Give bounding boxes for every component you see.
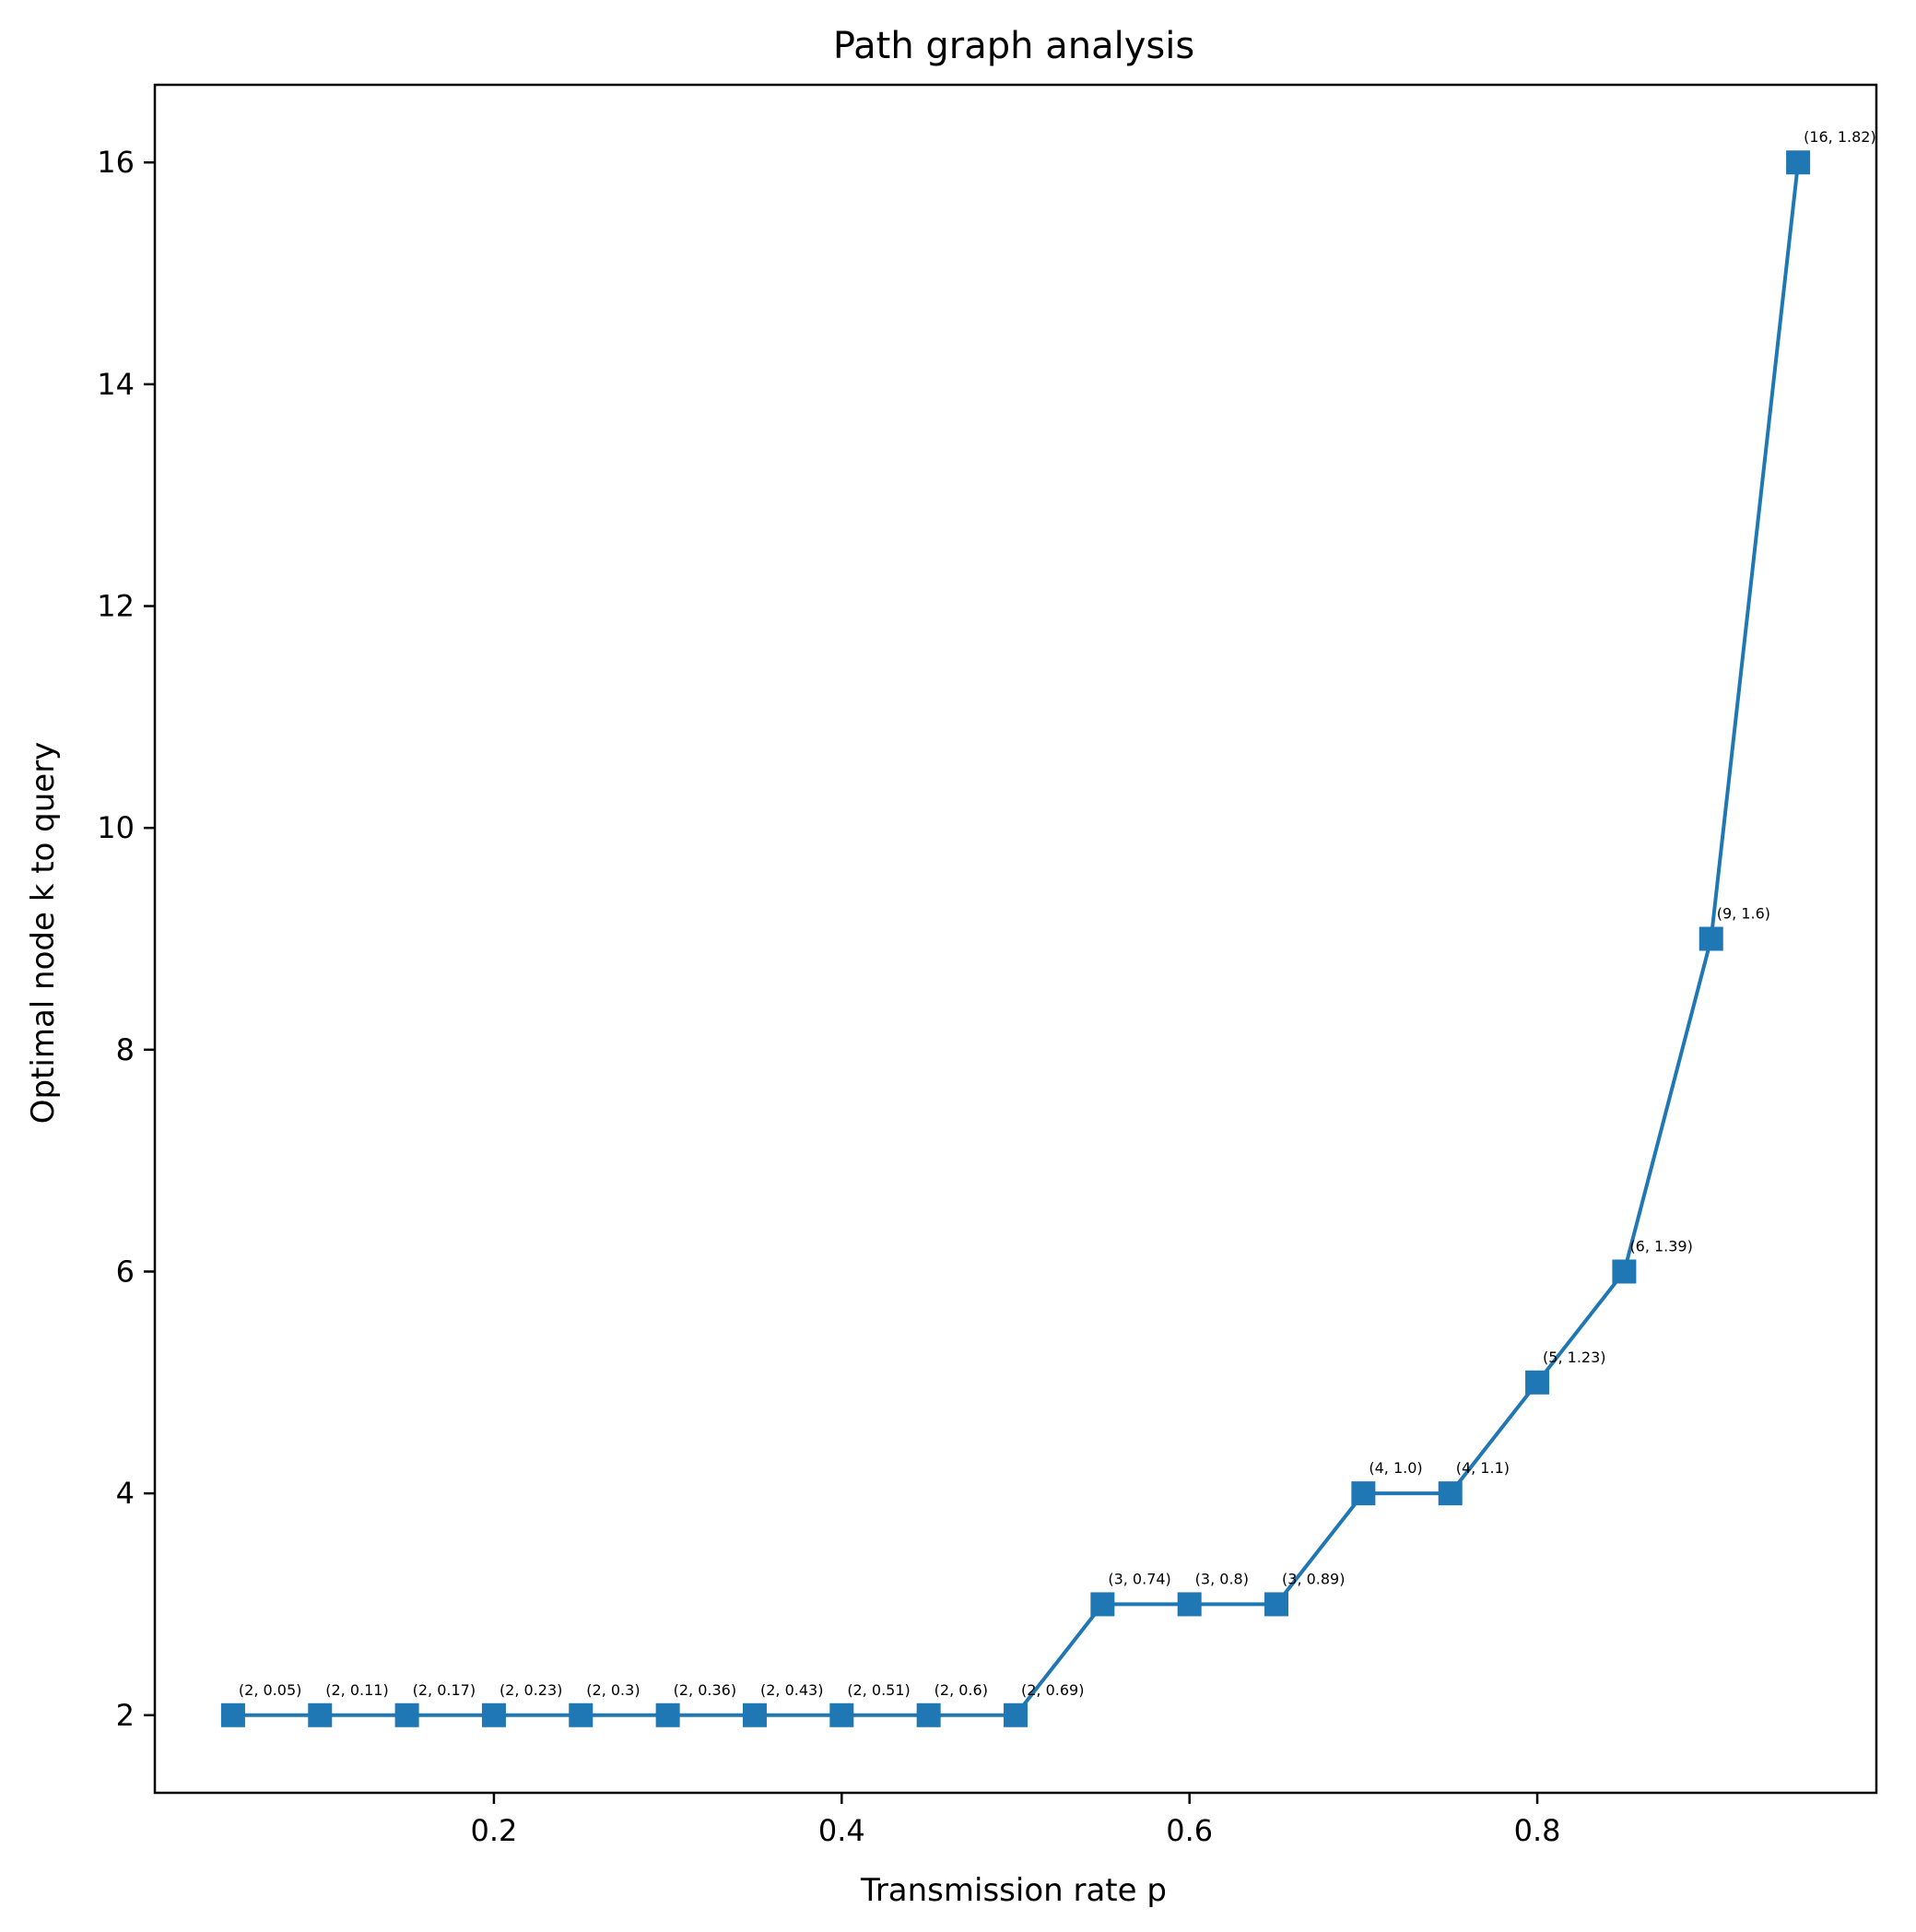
- data-point: [1438, 1481, 1463, 1506]
- plot-area: 0.2 0.4 0.6 0.8 2 4 6 8 10 12 14 16 (2, 0.05) (2, 0.1…: [97, 83, 1878, 1848]
- data-point: [1264, 1592, 1289, 1617]
- series-line: [232, 161, 1801, 1717]
- data-label: (2, 0.43): [760, 1681, 823, 1699]
- data-label: (2, 0.36): [674, 1681, 736, 1699]
- data-label: (5, 1.23): [1543, 1349, 1605, 1366]
- data-point: [655, 1702, 680, 1727]
- y-tick-label: 10: [97, 810, 135, 845]
- data-label: (2, 0.11): [325, 1681, 388, 1699]
- y-tick-label: 2: [116, 1698, 135, 1733]
- data-label: (2, 0.51): [847, 1681, 910, 1699]
- data-point: [1786, 150, 1811, 175]
- data-point: [1004, 1702, 1028, 1727]
- chart-title: Path graph analysis: [833, 25, 1194, 67]
- data-point: [742, 1702, 767, 1727]
- data-label: (9, 1.6): [1717, 905, 1770, 923]
- x-tick-label: 0.8: [1514, 1813, 1561, 1848]
- data-label: (16, 1.82): [1804, 128, 1876, 146]
- data-label: (2, 0.17): [413, 1681, 476, 1699]
- y-tick-label: 12: [97, 589, 135, 624]
- y-tick-label: 14: [97, 367, 135, 402]
- data-point: [1612, 1259, 1637, 1284]
- y-tick-label: 8: [116, 1032, 135, 1067]
- x-tick-label: 0.6: [1166, 1813, 1213, 1848]
- y-tick-label: 6: [116, 1254, 135, 1289]
- data-point: [481, 1702, 506, 1727]
- data-point: [1699, 926, 1723, 951]
- data-label: (4, 1.0): [1369, 1459, 1422, 1477]
- data-label: (2, 0.05): [239, 1681, 301, 1699]
- data-label: (2, 0.69): [1021, 1681, 1084, 1699]
- y-tick-label: 4: [116, 1476, 135, 1511]
- data-point: [220, 1702, 245, 1727]
- data-point: [394, 1702, 419, 1727]
- data-label: (6, 1.39): [1629, 1237, 1692, 1255]
- data-point: [1090, 1592, 1115, 1617]
- data-label: (2, 0.3): [586, 1681, 640, 1699]
- data-point: [1351, 1481, 1376, 1506]
- data-label: (4, 1.1): [1456, 1459, 1510, 1477]
- data-label: (3, 0.74): [1108, 1570, 1170, 1587]
- data-label: (2, 0.23): [500, 1681, 562, 1699]
- data-point: [308, 1702, 333, 1727]
- x-tick-label: 0.4: [818, 1813, 865, 1848]
- data-point: [916, 1702, 941, 1727]
- data-point: [829, 1702, 854, 1727]
- x-axis-label: Transmission rate p: [860, 1872, 1167, 1909]
- data-label: (2, 0.6): [934, 1681, 988, 1699]
- data-label: (3, 0.8): [1195, 1570, 1249, 1587]
- y-tick-label: 16: [97, 145, 135, 180]
- data-point: [1177, 1592, 1202, 1617]
- y-axis-label: Optimal node k to query: [25, 742, 62, 1125]
- x-tick-label: 0.2: [470, 1813, 517, 1848]
- data-point: [1525, 1370, 1550, 1395]
- data-label: (3, 0.89): [1282, 1570, 1345, 1587]
- data-point: [569, 1702, 594, 1727]
- axes-frame: [153, 83, 1878, 1795]
